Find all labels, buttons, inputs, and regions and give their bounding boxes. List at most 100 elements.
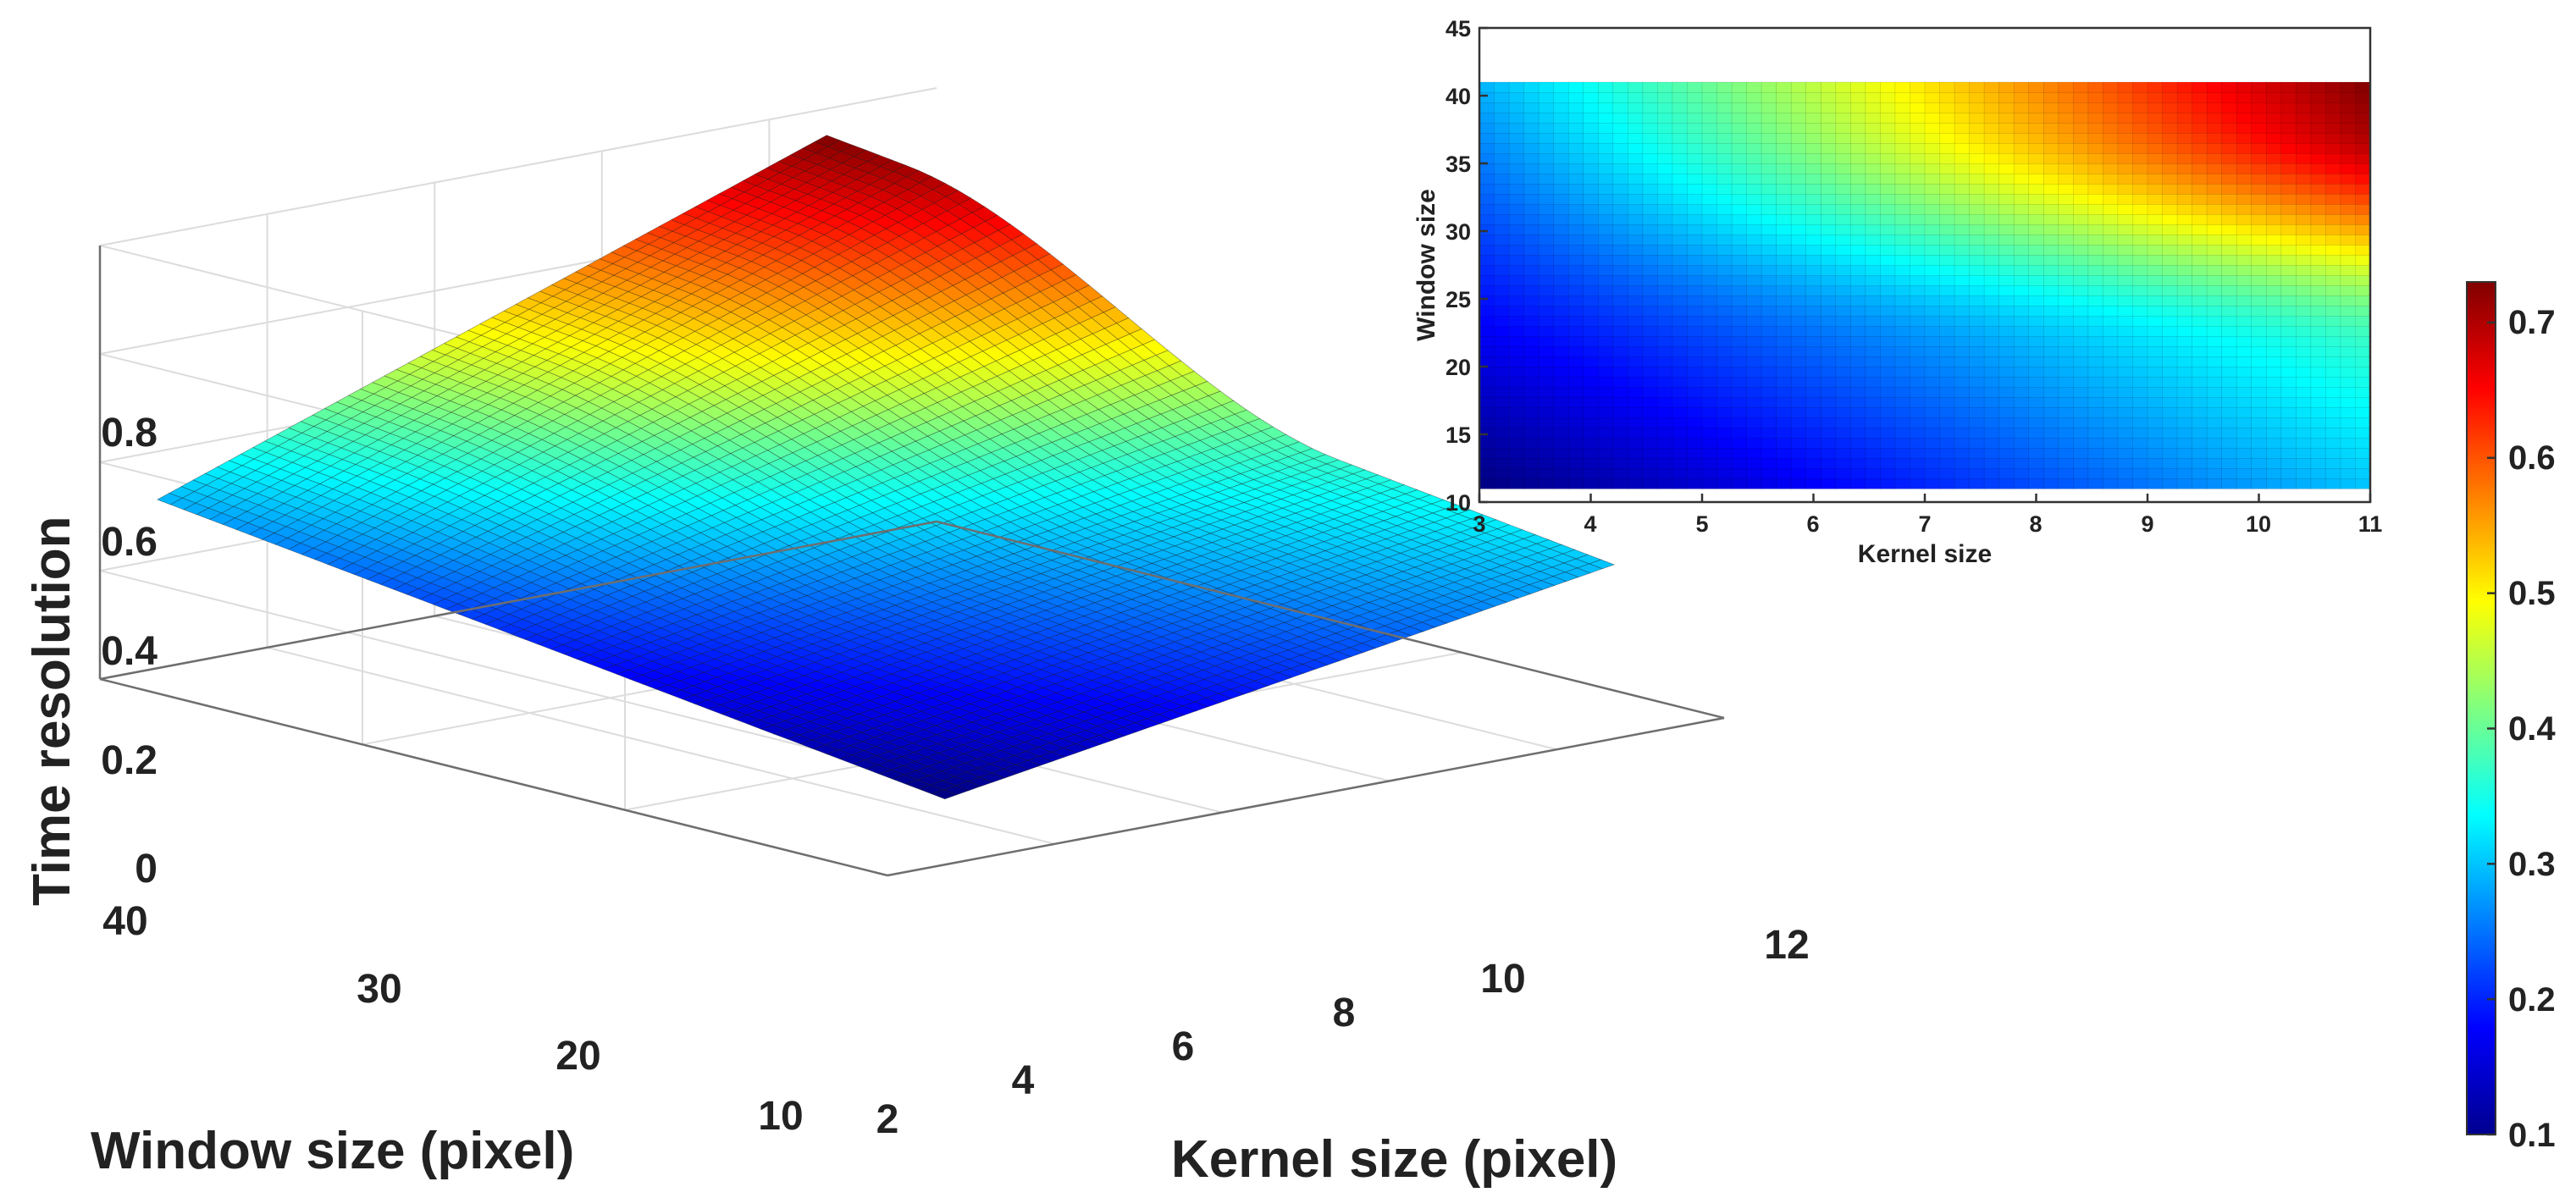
- heatmap-cell: [1538, 112, 1555, 124]
- surface-patch: [667, 312, 695, 326]
- heatmap-cell: [1716, 417, 1733, 428]
- heatmap-cell: [2013, 213, 2030, 225]
- heatmap-cell: [2013, 173, 2030, 185]
- heatmap-cell: [1687, 315, 1703, 327]
- heatmap-cell: [1865, 132, 1882, 144]
- heatmap-cell: [1910, 274, 1926, 286]
- heatmap-cell: [1776, 478, 1792, 489]
- heatmap-cell: [1880, 244, 1896, 256]
- heatmap-cell: [1969, 234, 1985, 246]
- heatmap-cell: [1642, 264, 1659, 276]
- heatmap-cell: [1583, 193, 1599, 205]
- heatmap-cell: [1850, 376, 1866, 388]
- heatmap-cell: [1998, 417, 2015, 428]
- kernel-tick-label: 4: [1012, 1058, 1035, 1103]
- heatmap-cell: [1865, 193, 1882, 205]
- heatmap-cell: [1924, 325, 1941, 337]
- surface-patch: [832, 197, 860, 210]
- surface-patch: [846, 347, 873, 364]
- heatmap-cell: [1538, 102, 1555, 113]
- heatmap-cell: [1583, 437, 1599, 449]
- heatmap-cell: [1821, 122, 1837, 134]
- surface-patch: [663, 396, 690, 411]
- heatmap-cell: [1746, 335, 1762, 347]
- heatmap-cell: [1805, 254, 1821, 266]
- heatmap-cell: [1523, 467, 1540, 479]
- heatmap-cell: [1598, 254, 1614, 266]
- heatmap-cell: [1508, 274, 1525, 286]
- heatmap-cell: [1508, 173, 1525, 185]
- heatmap-cell: [2028, 102, 2044, 113]
- heatmap-cell: [1672, 376, 1689, 388]
- heatmap-cell: [1865, 91, 1882, 103]
- heatmap-cell: [1508, 264, 1525, 276]
- surface-patch: [622, 362, 650, 377]
- heatmap-cell: [1880, 295, 1896, 306]
- heatmap-cell: [1598, 427, 1614, 439]
- heatmap-cell: [1567, 396, 1584, 408]
- surface-patch: [446, 371, 474, 384]
- heatmap-cell: [1983, 264, 2000, 276]
- heatmap-cell: [1642, 356, 1659, 367]
- heatmap-cell: [1583, 386, 1599, 398]
- heatmap-cell: [1746, 417, 1762, 428]
- heatmap-cell: [1924, 183, 1941, 195]
- heatmap-cell: [1657, 447, 1673, 459]
- heatmap-cell: [1939, 132, 1955, 144]
- heatmap-cell: [1494, 203, 1510, 215]
- surface-patch: [694, 324, 721, 339]
- heatmap-cell: [2058, 91, 2075, 103]
- heatmap-cell: [1969, 335, 1985, 347]
- heatmap-cell: [1687, 295, 1703, 306]
- heatmap-cell: [2028, 325, 2044, 337]
- heatmap-cell: [1850, 183, 1866, 195]
- heatmap-cell: [1835, 406, 1852, 418]
- heatmap-cell: [1939, 244, 1955, 256]
- surface-patch: [783, 349, 810, 364]
- heatmap-cell: [1538, 132, 1555, 144]
- surface-patch: [635, 369, 662, 384]
- surface-patch: [838, 261, 865, 277]
- heatmap-cell: [1850, 213, 1866, 225]
- heatmap-cell: [1731, 437, 1748, 449]
- heatmap-cell: [1939, 213, 1955, 225]
- heatmap-cell: [1567, 173, 1584, 185]
- heatmap-cell: [1939, 152, 1955, 164]
- surface-patch: [788, 247, 815, 262]
- heatmap-cell: [1672, 91, 1689, 103]
- heatmap-cell: [1716, 457, 1733, 469]
- heatmap-cell: [1776, 406, 1792, 418]
- heatmap-cell: [1805, 132, 1821, 144]
- surface-patch: [782, 334, 810, 351]
- heatmap-cell: [1687, 173, 1703, 185]
- heatmap-cell: [1790, 193, 1807, 205]
- surface-patch: [438, 411, 466, 425]
- heatmap-cell: [1969, 457, 1985, 469]
- heatmap-cell: [1776, 152, 1792, 164]
- heatmap-cell: [1969, 284, 1985, 296]
- heatmap-cell: [1805, 305, 1821, 317]
- heatmap-cell: [1553, 406, 1569, 418]
- surface-patch: [474, 392, 501, 406]
- heatmap-cell: [1672, 264, 1689, 276]
- heatmap-cell: [2058, 234, 2075, 246]
- heatmap-cell: [1508, 305, 1525, 317]
- heatmap-cell: [1657, 274, 1673, 286]
- heatmap-cell: [1642, 224, 1659, 235]
- heatmap-cell: [1598, 366, 1614, 378]
- heatmap-cell: [1567, 467, 1584, 479]
- heatmap-cell: [1910, 244, 1926, 256]
- heatmap-cell: [1910, 254, 1926, 266]
- heatmap-cell: [1612, 345, 1629, 357]
- heatmap-cell: [1910, 102, 1926, 113]
- surface-patch: [597, 363, 624, 377]
- kernel-tick-label: 6: [1172, 1024, 1195, 1069]
- heatmap-cell: [1939, 173, 1955, 185]
- heatmap-cell: [1508, 163, 1525, 174]
- heatmap-cell: [1835, 467, 1852, 479]
- heatmap-cell: [1567, 335, 1584, 347]
- heatmap-cell: [2028, 264, 2044, 276]
- heatmap-cell: [1983, 335, 2000, 347]
- heatmap-cell: [2043, 478, 2059, 489]
- heatmap-cell: [1998, 335, 2015, 347]
